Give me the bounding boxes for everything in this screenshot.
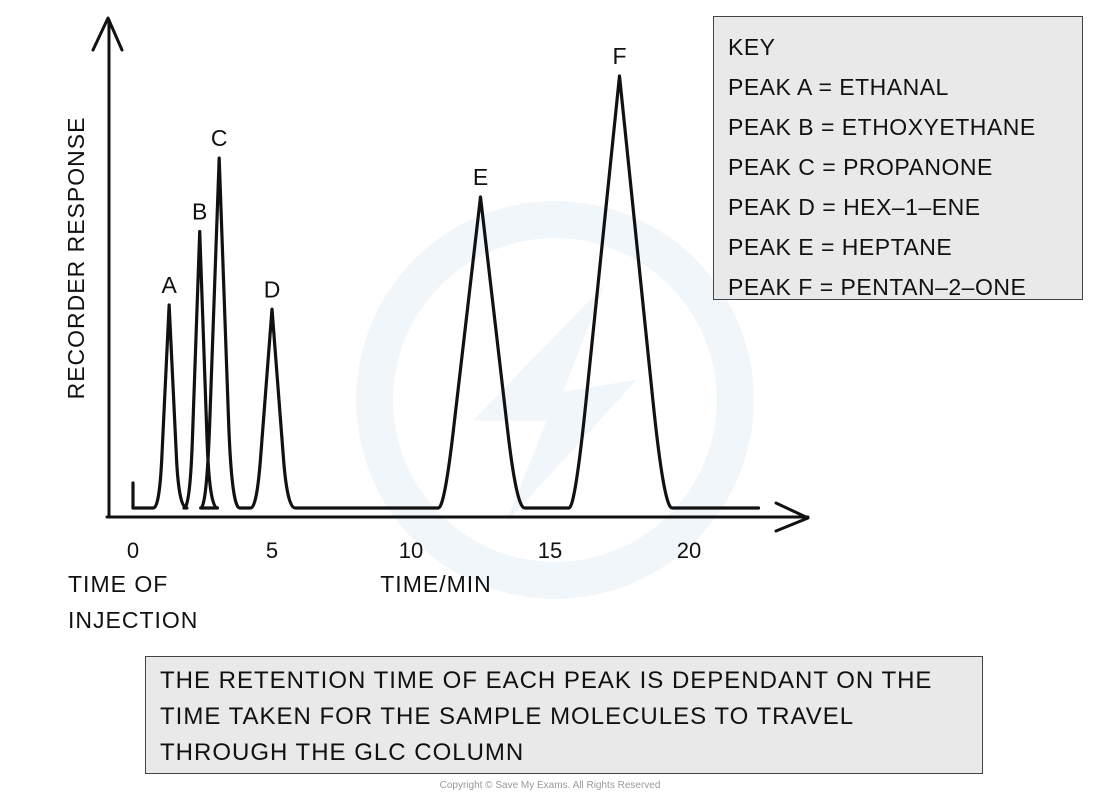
chromatogram-trace [131, 74, 761, 510]
peak-label-c: C [211, 125, 228, 151]
peak-label-d: D [264, 276, 281, 302]
note-box: THE RETENTION TIME OF EACH PEAK IS DEPEN… [145, 656, 983, 774]
key-entry: PEAK C = PROPANONE [728, 154, 993, 180]
y-axis-label: RECORDER RESPONSE [63, 117, 89, 400]
key-entry: PEAK A = ETHANAL [728, 74, 949, 100]
chart-axes [91, 16, 810, 533]
key-title: KEY [728, 34, 776, 60]
time-of-injection-line-1: TIME OF [68, 571, 168, 597]
x-tick-label: 15 [538, 538, 562, 563]
x-tick-labels: 0 5 10 15 20 [127, 538, 701, 563]
peak-label-a: A [161, 272, 177, 298]
note-line: TIME TAKEN FOR THE SAMPLE MOLECULES TO T… [160, 703, 855, 730]
peak-label-e: E [473, 164, 488, 190]
note-line: THE RETENTION TIME OF EACH PEAK IS DEPEN… [160, 667, 933, 694]
peak-label-b: B [192, 199, 207, 225]
copyright-text: Copyright © Save My Exams. All Rights Re… [439, 780, 661, 791]
x-tick-label: 20 [677, 538, 701, 563]
key-box: KEY PEAK A = ETHANAL PEAK B = ETHOXYETHA… [713, 16, 1083, 300]
key-entry: PEAK D = HEX–1–ENE [728, 194, 981, 220]
key-entry: PEAK F = PENTAN–2–ONE [728, 274, 1027, 300]
watermark-logo-icon [356, 201, 754, 599]
key-entry: PEAK B = ETHOXYETHANE [728, 114, 1036, 140]
peak-label-f: F [612, 43, 626, 69]
note-line: THROUGH THE GLC COLUMN [160, 739, 525, 766]
x-axis-label: TIME/MIN [380, 571, 492, 597]
time-of-injection-line-2: INJECTION [68, 607, 198, 633]
y-axis-arrowhead [91, 16, 124, 52]
x-tick-label: 0 [127, 538, 139, 563]
x-tick-label: 5 [266, 538, 278, 563]
key-entry: PEAK E = HEPTANE [728, 234, 953, 260]
x-axis-arrowhead [774, 501, 810, 533]
peak-labels: A B C D E F [161, 43, 626, 302]
x-tick-label: 10 [399, 538, 423, 563]
